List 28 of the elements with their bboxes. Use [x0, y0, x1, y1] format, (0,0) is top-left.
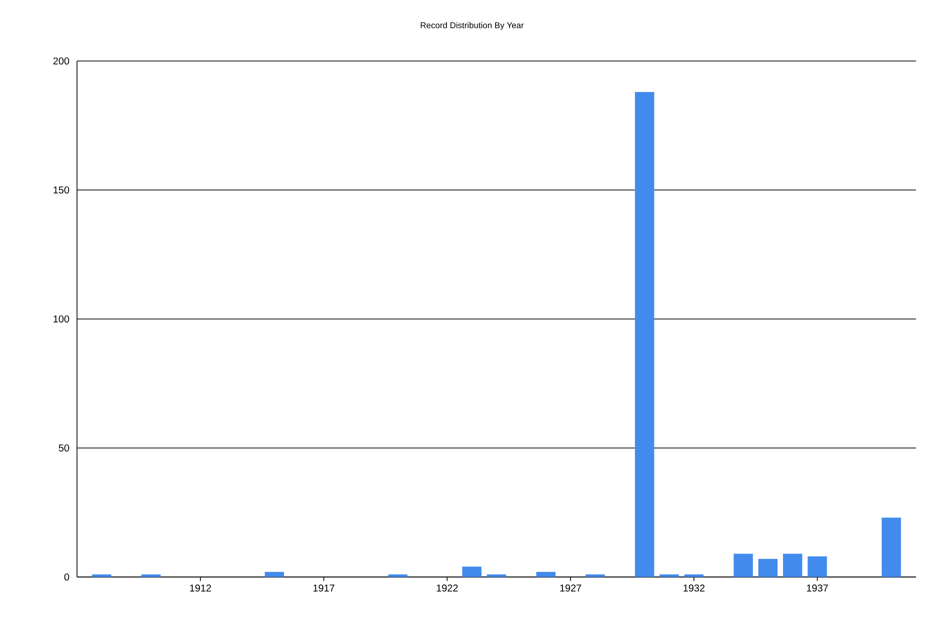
x-tick-label: 1917	[313, 584, 334, 592]
y-tick-label: 150	[54, 186, 70, 194]
bar	[462, 566, 482, 577]
bar	[486, 574, 506, 577]
x-tick-label: 1932	[684, 584, 705, 592]
bar	[264, 572, 284, 577]
x-tick-label: 1922	[436, 584, 458, 592]
bar	[783, 554, 802, 577]
bar	[882, 518, 901, 577]
bar	[684, 574, 704, 577]
bar	[808, 556, 827, 577]
y-tick-label: 50	[58, 444, 70, 452]
bar	[734, 554, 753, 577]
y-tick-label: 100	[54, 315, 70, 323]
bar	[388, 574, 408, 577]
chart-title: Record Distribution By Year	[420, 22, 524, 30]
y-tick-label: 200	[53, 57, 70, 65]
x-tick-label: 1937	[806, 584, 828, 592]
bar	[660, 574, 679, 577]
bar	[536, 572, 556, 577]
bar	[141, 574, 161, 577]
x-tick-label: 1927	[560, 584, 582, 592]
bar	[634, 92, 654, 577]
bar	[758, 558, 778, 577]
bar	[586, 574, 605, 577]
bar	[92, 574, 112, 577]
x-tick-label: 1912	[190, 584, 211, 592]
y-tick-label: 0	[64, 573, 70, 581]
